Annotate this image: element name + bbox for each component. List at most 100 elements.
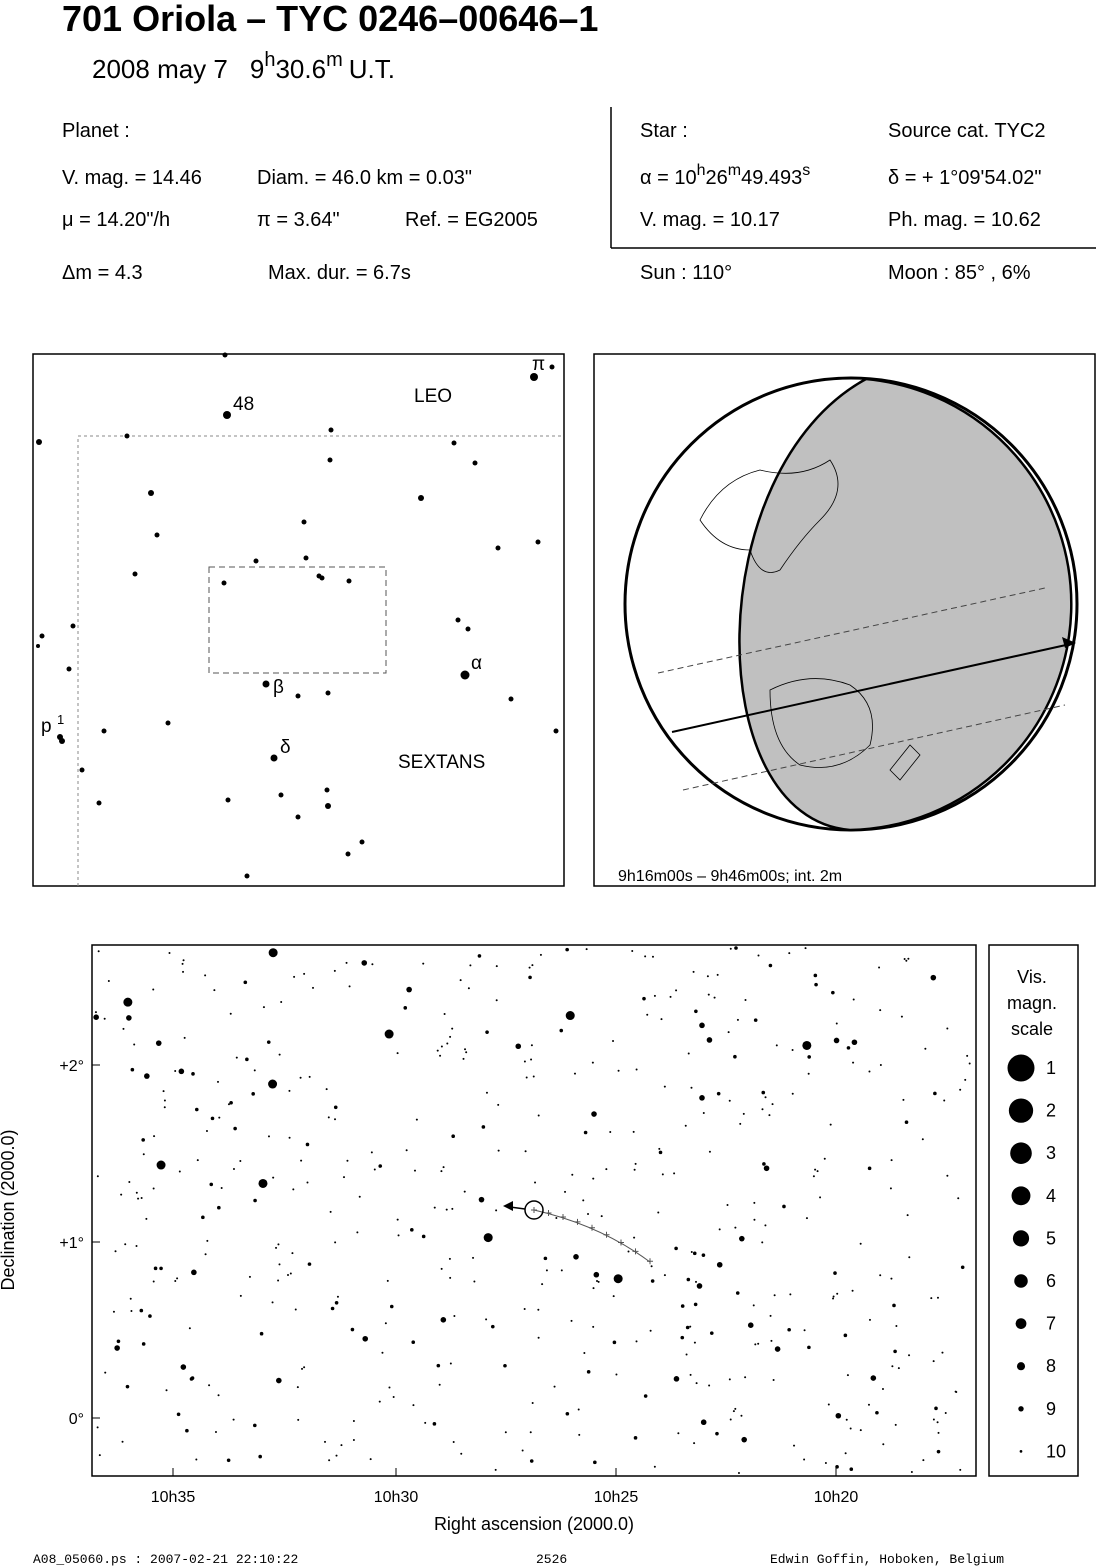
star xyxy=(396,1052,399,1055)
star xyxy=(879,1274,882,1277)
star xyxy=(405,1149,408,1152)
star xyxy=(565,1411,570,1416)
star xyxy=(121,1440,124,1443)
globe-frame xyxy=(593,353,1096,887)
night-side xyxy=(738,377,1073,832)
star xyxy=(328,1459,331,1462)
scale-dot xyxy=(1012,1230,1030,1247)
star xyxy=(248,1275,251,1278)
star xyxy=(103,1017,106,1020)
star xyxy=(126,1015,132,1021)
star xyxy=(180,1364,187,1370)
star xyxy=(403,1006,408,1010)
star xyxy=(954,1390,957,1393)
star xyxy=(165,720,171,726)
star xyxy=(140,1196,143,1199)
star xyxy=(943,1099,946,1102)
scale-dot xyxy=(1007,1054,1035,1082)
star xyxy=(852,998,855,1001)
star xyxy=(359,839,365,845)
x-tick-label: 10h20 xyxy=(814,1489,859,1506)
star xyxy=(460,1452,463,1455)
star-label: δ xyxy=(280,737,291,758)
star xyxy=(449,1362,452,1365)
scale-title: scale xyxy=(1011,1019,1053,1039)
star xyxy=(573,1254,579,1260)
star xyxy=(235,1056,238,1059)
star xyxy=(229,1100,233,1105)
star xyxy=(226,1458,231,1463)
star xyxy=(411,1340,416,1345)
star xyxy=(932,1360,935,1363)
star xyxy=(532,1075,535,1078)
track-limit xyxy=(657,587,1046,674)
star xyxy=(296,1386,299,1389)
star xyxy=(737,1471,740,1474)
star xyxy=(301,519,307,525)
star xyxy=(101,728,107,734)
star xyxy=(168,951,171,954)
star xyxy=(79,767,85,773)
star xyxy=(378,1164,383,1168)
star xyxy=(361,960,368,966)
chart-stars xyxy=(93,946,971,1474)
sup: h xyxy=(697,162,706,179)
star xyxy=(890,1277,893,1280)
star xyxy=(432,1422,437,1426)
star xyxy=(293,975,296,978)
star xyxy=(463,1190,466,1193)
star xyxy=(325,803,331,809)
star xyxy=(642,996,646,1001)
star xyxy=(716,1091,721,1096)
star xyxy=(436,1049,439,1052)
star xyxy=(609,1131,612,1134)
scale-label: 1 xyxy=(1046,1058,1056,1078)
star xyxy=(835,1465,839,1469)
star xyxy=(201,1215,205,1220)
star-vmag: V. mag. = 10.17 xyxy=(640,209,780,231)
star xyxy=(204,1253,207,1256)
star xyxy=(587,1213,590,1216)
star xyxy=(537,1114,540,1117)
star xyxy=(253,1198,257,1203)
scale-label: 5 xyxy=(1046,1228,1056,1248)
star xyxy=(768,1114,771,1117)
star xyxy=(894,1423,897,1426)
star xyxy=(362,1335,369,1342)
star xyxy=(182,970,185,973)
x-tick-label: 10h35 xyxy=(151,1489,196,1506)
star xyxy=(553,728,559,734)
star xyxy=(289,1272,292,1275)
star xyxy=(205,1129,208,1132)
star xyxy=(333,969,336,972)
star xyxy=(291,1252,294,1255)
star xyxy=(657,1211,660,1214)
star xyxy=(740,1414,743,1417)
star xyxy=(455,617,461,623)
star xyxy=(410,1228,414,1232)
star xyxy=(531,964,534,967)
star xyxy=(490,1324,495,1329)
star xyxy=(582,1199,585,1202)
star xyxy=(803,1458,806,1461)
star xyxy=(495,999,498,1002)
star-label: 48 xyxy=(233,394,254,415)
star xyxy=(462,1057,465,1060)
star xyxy=(736,1018,739,1021)
star xyxy=(189,1377,194,1381)
star xyxy=(495,545,501,551)
star xyxy=(946,1027,949,1030)
scale-dot xyxy=(1016,1362,1026,1371)
star xyxy=(178,1068,185,1075)
y-axis-label: Declination (2000.0) xyxy=(0,1129,18,1290)
star xyxy=(252,1423,257,1428)
star xyxy=(807,1345,811,1350)
y-tick-label: 0° xyxy=(69,1411,84,1428)
star xyxy=(239,1159,242,1162)
star xyxy=(791,1049,794,1052)
star xyxy=(114,1345,120,1351)
star xyxy=(742,1112,745,1115)
star xyxy=(251,1092,255,1096)
star xyxy=(217,1205,221,1210)
